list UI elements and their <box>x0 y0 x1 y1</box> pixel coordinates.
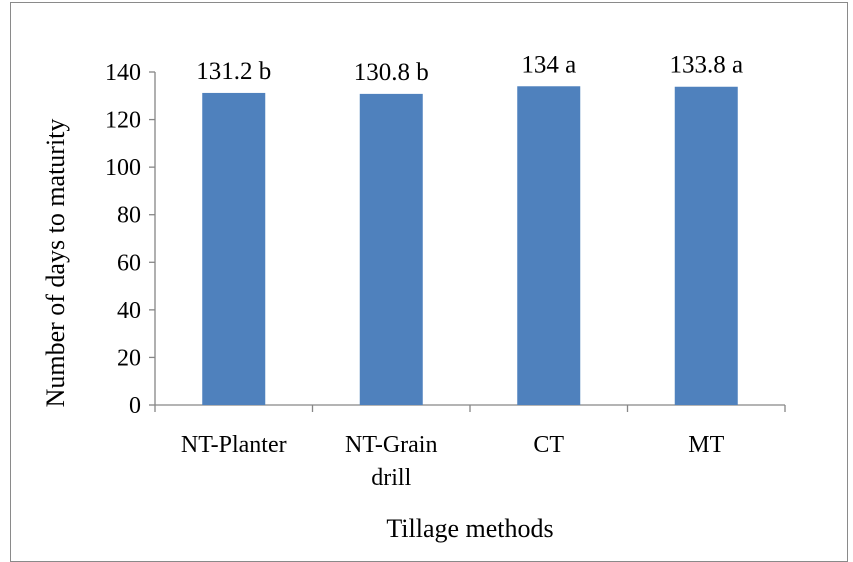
bar <box>359 93 423 405</box>
y-tick-label: 60 <box>117 250 141 276</box>
y-tick-label: 40 <box>117 298 141 324</box>
y-tick-label: 80 <box>117 203 141 229</box>
data-label: 130.8 b <box>354 59 429 86</box>
y-axis-title: Number of days to maturity <box>41 119 70 408</box>
y-tick-label: 140 <box>105 60 141 86</box>
bar <box>517 86 581 406</box>
y-tick-label: 20 <box>117 345 141 371</box>
y-tick-label: 0 <box>129 393 141 419</box>
data-label: 133.8 a <box>669 52 743 79</box>
data-labels: 131.2 b 130.8 b 134 a 133.8 a <box>196 51 743 86</box>
data-label: 131.2 b <box>196 58 271 85</box>
bar-chart: 0 20 40 60 80 100 120 140 NT-Planter NT-Grain dril… <box>41 51 786 543</box>
x-tick-label: CT <box>533 432 564 458</box>
x-tick-label: NT-Planter <box>181 432 287 458</box>
y-tick-label: 100 <box>105 155 141 181</box>
x-axis-title: Tillage methods <box>386 514 553 543</box>
x-tick-label: MT <box>688 432 724 458</box>
y-tick-label: 120 <box>105 108 141 134</box>
bar <box>674 86 738 406</box>
x-tick-label: drill <box>371 465 411 491</box>
bar <box>202 92 266 405</box>
x-tick-label: NT-Grain <box>345 432 437 458</box>
tick-labels: 0 20 40 60 80 100 120 140 NT-Planter NT-Grain dril… <box>105 60 725 491</box>
bar-series <box>202 86 738 406</box>
data-label: 134 a <box>521 51 576 78</box>
